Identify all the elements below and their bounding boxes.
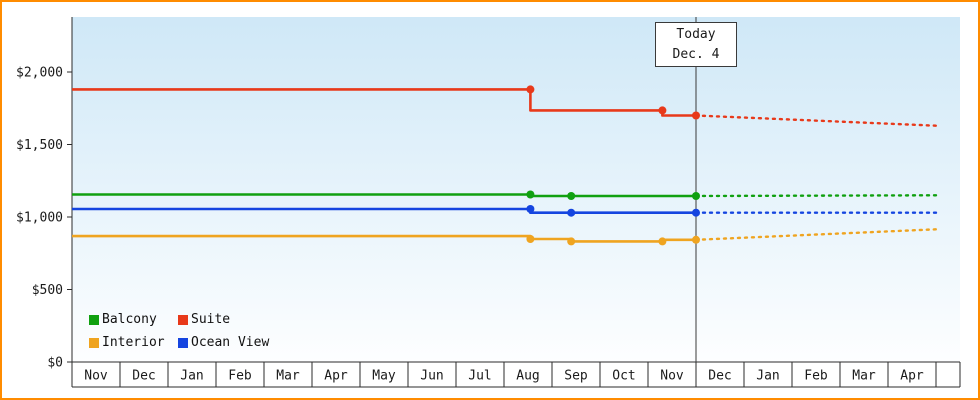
month-label: Nov <box>660 369 684 384</box>
month-label: Jul <box>468 369 491 384</box>
legend-item-balcony: Balcony <box>89 312 178 327</box>
price-point-ocean-view <box>692 208 700 217</box>
series-balcony <box>72 190 938 200</box>
month-label: Dec <box>708 369 731 384</box>
legend-swatch-ocean-view <box>178 337 188 348</box>
price-point-interior <box>692 235 700 244</box>
price-point-balcony <box>692 192 700 200</box>
today-annotation-date: Dec. 4 <box>672 47 720 62</box>
today-annotation-title: Today <box>676 27 716 42</box>
chart-legend: Balcony Suite Interior Ocean View <box>89 312 269 350</box>
legend-label-suite: Suite <box>191 312 231 327</box>
price-point-interior <box>567 237 576 246</box>
month-label: Nov <box>84 369 108 384</box>
month-label: Aug <box>516 369 539 384</box>
month-label: Sep <box>564 369 588 384</box>
series-suite <box>72 85 938 127</box>
price-point-balcony <box>526 190 535 199</box>
legend-item-suite: Suite <box>178 312 269 327</box>
series-line-suite <box>72 88 696 117</box>
legend-label-interior: Interior <box>102 335 165 350</box>
legend-swatch-balcony <box>89 314 99 325</box>
legend-label-ocean-view: Ocean View <box>191 335 270 350</box>
price-point-interior <box>526 235 535 243</box>
series-forecast-balcony <box>694 194 938 198</box>
legend-swatch-suite <box>178 314 188 325</box>
chart-layers: Nov Dec Jan Feb Mar Apr May Jun Jul Aug Sep Oct Nov D… <box>16 17 961 388</box>
series-forecast-suite <box>694 114 938 127</box>
price-point-suite <box>692 111 700 120</box>
month-label: Apr <box>900 369 924 384</box>
price-axis: $0 $500 $1,000 $1,500 $2,000 <box>16 17 73 387</box>
series-forecast-interior <box>694 228 938 242</box>
price-point-ocean-view <box>526 205 535 213</box>
series-interior <box>72 228 938 246</box>
month-label: Jun <box>420 369 443 384</box>
series-line-balcony <box>72 193 696 198</box>
month-label: Mar <box>852 369 876 384</box>
price-point-ocean-view <box>567 208 576 217</box>
today-annotation: Today Dec. 4 <box>655 22 737 67</box>
price-tick-label: $1,500 <box>16 138 63 153</box>
month-label: May <box>372 369 396 384</box>
legend-item-interior: Interior <box>89 335 178 350</box>
price-tick-label: $500 <box>32 283 63 298</box>
price-point-balcony <box>567 192 576 200</box>
price-point-suite <box>526 85 535 94</box>
month-label: Jan <box>756 369 779 384</box>
month-axis: Nov Dec Jan Feb Mar Apr May Jun Jul Aug Sep Oct Nov D… <box>71 361 961 388</box>
series-ocean-view <box>72 205 938 217</box>
legend-swatch-interior <box>89 337 99 348</box>
month-label: Mar <box>276 369 300 384</box>
month-label: Feb <box>228 369 252 384</box>
month-label: Oct <box>612 369 635 384</box>
legend-item-ocean-view: Ocean View <box>178 335 269 350</box>
price-tick-label: $1,000 <box>16 211 63 226</box>
month-label: Apr <box>324 369 348 384</box>
legend-label-balcony: Balcony <box>102 312 157 327</box>
price-point-interior <box>658 237 667 246</box>
price-point-suite <box>658 106 667 115</box>
plot-background <box>72 17 960 362</box>
month-label: Jan <box>180 369 203 384</box>
price-tick-label: $2,000 <box>16 66 63 81</box>
price-tick-label: $0 <box>47 356 63 371</box>
month-label: Feb <box>804 369 828 384</box>
month-label: Dec <box>132 369 155 384</box>
